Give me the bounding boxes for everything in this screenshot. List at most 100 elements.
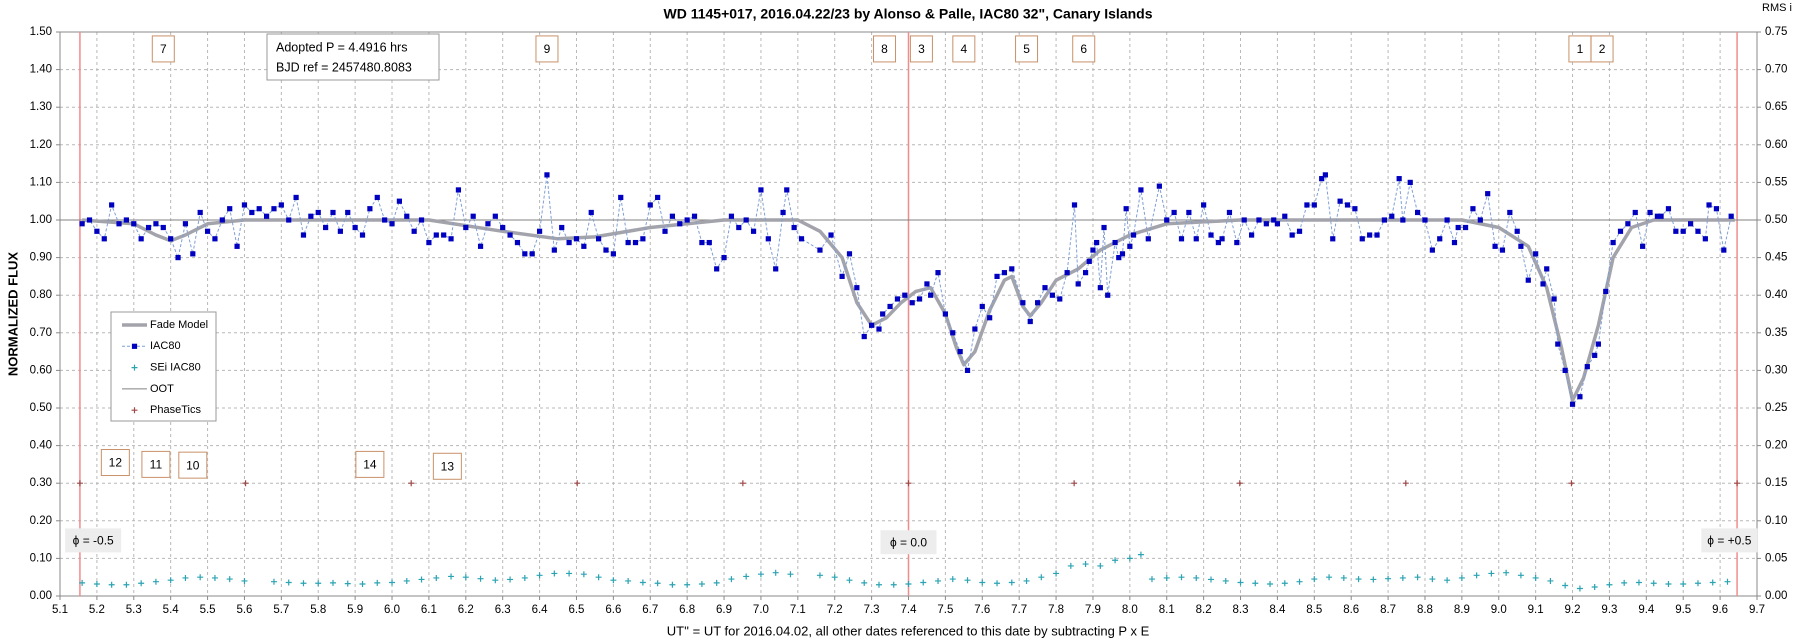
data-point [639,579,646,586]
annotation-box [100,449,130,477]
data-point [964,577,971,584]
data-point [1518,243,1524,249]
data-point [1208,576,1215,583]
data-point [596,236,602,242]
data-point [1595,341,1601,347]
data-point [566,570,573,577]
data-point [905,480,912,487]
data-point [492,577,499,584]
data-point [1304,202,1310,208]
data-point [662,228,668,234]
data-point [352,224,358,231]
phase-label: ϕ = +0.5 [1707,534,1751,548]
x-tick-label: 6.0 [384,604,400,616]
data-point [1488,570,1495,577]
data-point [76,480,83,487]
annotation-box [355,450,385,478]
data-point [1695,228,1701,234]
data-point [706,239,712,246]
y2-tick-label: 0.50 [1765,214,1787,226]
data-point [374,194,380,201]
data-point [242,480,249,487]
data-point [1414,574,1421,581]
data-point [463,224,469,231]
data-point [957,349,963,355]
data-point [757,571,764,578]
data-point [828,232,834,238]
data-point [1658,213,1664,219]
x-tick-label: 6.4 [532,604,549,616]
x-tick-label: 8.6 [1343,604,1359,616]
annotation-box [1015,35,1039,63]
data-point [551,247,557,253]
data-point [1322,172,1328,178]
phase-label-box [880,530,937,555]
data-point [1734,480,1741,487]
data-point [374,579,381,586]
y-tick-label: 1.10 [30,176,52,188]
data-point [1105,292,1111,298]
data-point [887,303,893,310]
data-point [1374,232,1380,238]
data-point [227,206,233,212]
y2-tick-label: 0.00 [1765,590,1787,602]
data-point [916,296,923,302]
y-tick-label: 0.90 [30,252,52,264]
data-point [1647,209,1653,216]
data-point [448,236,454,242]
data-point [728,213,735,219]
data-point [1038,574,1045,581]
data-point [1492,243,1498,249]
data-point [536,572,543,579]
data-point [784,187,790,193]
data-point [1437,236,1443,242]
data-point [713,579,720,586]
data-point [875,581,882,588]
x-axis-title: UT'' = UT for 2016.04.02, all other date… [667,623,1150,638]
data-point [1035,300,1041,306]
data-point [1525,277,1531,283]
data-point [1632,209,1638,216]
annotation-label: 13 [441,459,455,473]
data-point [994,580,1001,587]
data-point [1610,239,1616,246]
data-point [1503,569,1510,576]
data-point [924,281,930,287]
data-point [669,581,676,588]
data-point [684,581,691,588]
data-point [1256,217,1262,223]
data-point [758,187,764,193]
data-point [1281,580,1288,587]
data-point [485,221,491,227]
annotation-box [909,35,933,63]
data-point [300,232,307,238]
data-point [1407,179,1413,185]
x-tick-label: 6.9 [716,604,732,616]
data-point [994,273,1000,279]
data-point [514,239,521,246]
legend-label: IAC80 [150,340,181,352]
data-point [1090,247,1096,253]
data-point [1625,221,1631,227]
legend-label: SEi IAC80 [150,362,201,374]
data-point [271,206,277,212]
data-point [1654,213,1660,219]
legend-label: OOT [150,383,174,395]
data-point [1621,579,1628,586]
data-point [1193,574,1200,581]
data-point [1226,209,1233,216]
x-tick-label: 9.3 [1601,604,1617,616]
data-point [1603,288,1609,295]
data-point [846,577,853,584]
data-point [293,194,299,201]
data-point [190,251,196,257]
x-tick-label: 7.3 [864,604,880,616]
data-point [1311,202,1317,208]
data-point [1402,480,1409,487]
data-point [1112,557,1119,564]
data-point [94,228,100,234]
data-point [1367,232,1373,238]
data-point [1640,243,1646,249]
data-point [876,326,882,332]
